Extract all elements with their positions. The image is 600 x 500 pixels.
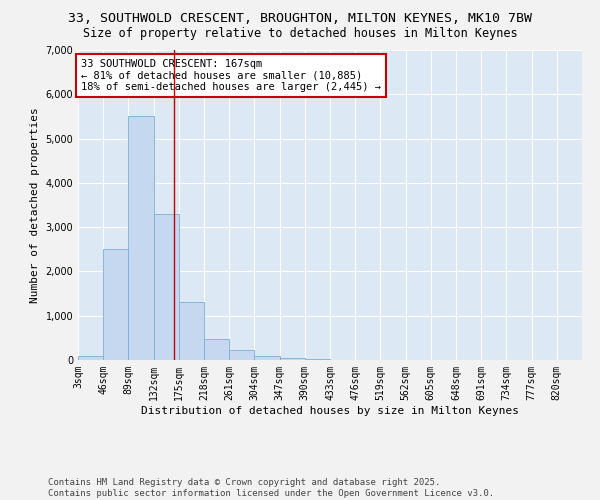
Bar — [128, 116, 154, 360]
Text: Contains HM Land Registry data © Crown copyright and database right 2025.
Contai: Contains HM Land Registry data © Crown c… — [48, 478, 494, 498]
Bar — [179, 302, 204, 360]
Text: 33 SOUTHWOLD CRESCENT: 167sqm
← 81% of detached houses are smaller (10,885)
18% : 33 SOUTHWOLD CRESCENT: 167sqm ← 81% of d… — [81, 59, 381, 92]
Bar — [254, 356, 280, 360]
Bar — [280, 358, 305, 360]
Text: Size of property relative to detached houses in Milton Keynes: Size of property relative to detached ho… — [83, 28, 517, 40]
Bar — [204, 338, 229, 360]
Bar — [78, 356, 103, 360]
Bar — [305, 358, 330, 360]
Y-axis label: Number of detached properties: Number of detached properties — [30, 107, 40, 303]
Text: 33, SOUTHWOLD CRESCENT, BROUGHTON, MILTON KEYNES, MK10 7BW: 33, SOUTHWOLD CRESCENT, BROUGHTON, MILTO… — [68, 12, 532, 26]
Bar — [229, 350, 254, 360]
X-axis label: Distribution of detached houses by size in Milton Keynes: Distribution of detached houses by size … — [141, 406, 519, 415]
Bar — [154, 214, 179, 360]
Bar — [103, 250, 128, 360]
